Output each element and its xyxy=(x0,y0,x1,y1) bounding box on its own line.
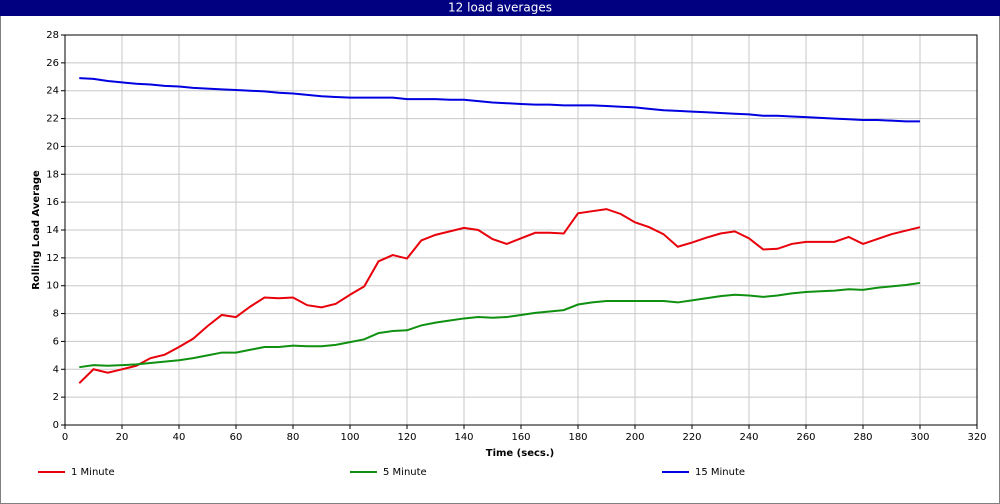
y-tick-label: 12 xyxy=(46,253,59,264)
x-tick-label: 300 xyxy=(910,432,929,443)
x-tick-label: 40 xyxy=(173,432,186,443)
y-tick-label: 14 xyxy=(46,225,59,236)
x-tick-label: 200 xyxy=(625,432,644,443)
x-tick-label: 140 xyxy=(454,432,473,443)
x-tick-label: 220 xyxy=(682,432,701,443)
x-tick-label: 0 xyxy=(62,432,68,443)
y-tick-label: 22 xyxy=(46,114,59,125)
x-tick-label: 120 xyxy=(397,432,416,443)
title-bar xyxy=(0,0,1000,16)
x-tick-label: 100 xyxy=(340,432,359,443)
y-tick-label: 26 xyxy=(46,58,59,69)
x-tick-label: 80 xyxy=(287,432,300,443)
x-tick-label: 320 xyxy=(967,432,986,443)
y-tick-label: 18 xyxy=(46,169,59,180)
legend-label: 15 Minute xyxy=(695,467,745,478)
y-tick-label: 0 xyxy=(53,420,59,431)
x-tick-label: 280 xyxy=(853,432,872,443)
y-tick-label: 24 xyxy=(46,86,59,97)
chart-title: 12 load averages xyxy=(448,1,552,15)
y-tick-label: 20 xyxy=(46,141,59,152)
x-tick-label: 260 xyxy=(796,432,815,443)
y-axis-label: Rolling Load Average xyxy=(31,170,42,290)
y-tick-label: 16 xyxy=(46,197,59,208)
y-tick-label: 28 xyxy=(46,30,59,41)
y-tick-label: 8 xyxy=(53,309,59,320)
x-tick-label: 180 xyxy=(568,432,587,443)
y-tick-label: 10 xyxy=(46,281,59,292)
y-tick-label: 2 xyxy=(53,392,59,403)
plot-border xyxy=(64,34,978,426)
x-tick-label: 60 xyxy=(230,432,243,443)
x-axis-label: Time (secs.) xyxy=(486,448,555,459)
x-tick-label: 240 xyxy=(739,432,758,443)
y-tick-label: 4 xyxy=(53,364,59,375)
series-line xyxy=(79,281,921,369)
x-tick-label: 160 xyxy=(511,432,530,443)
y-tick-label: 6 xyxy=(53,336,59,347)
x-tick-label: 20 xyxy=(116,432,129,443)
legend-label: 5 Minute xyxy=(383,467,427,478)
series-line xyxy=(79,77,920,123)
legend-label: 1 Minute xyxy=(71,467,115,478)
series-line xyxy=(78,208,921,384)
